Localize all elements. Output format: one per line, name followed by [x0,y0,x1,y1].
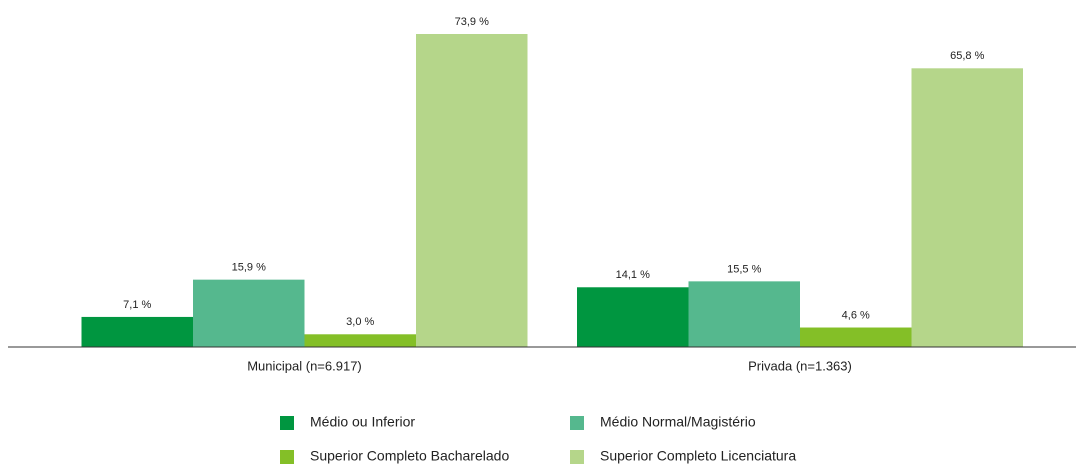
x-tick-label: Municipal (n=6.917) [247,358,362,373]
legend-label: Médio ou Inferior [310,414,415,430]
legend-label: Superior Completo Bacharelado [310,448,509,464]
bar [304,334,416,347]
bar [800,327,912,347]
bar [81,316,193,347]
value-label: 4,6 % [842,309,870,321]
value-label: 73,9 % [455,16,489,28]
bar [688,281,800,347]
bar [193,279,305,347]
legend-swatch [280,450,294,464]
x-tick-label: Privada (n=1.363) [748,358,852,373]
value-label: 15,5 % [727,263,761,275]
value-label: 14,1 % [616,269,650,281]
value-label: 15,9 % [232,262,266,274]
legend-swatch [280,416,294,430]
legend-swatch [570,450,584,464]
legend-swatch [570,416,584,430]
bar [577,287,689,347]
legend-label: Superior Completo Licenciatura [600,448,796,464]
legend-label: Médio Normal/Magistério [600,414,756,430]
value-label: 65,8 % [950,50,984,62]
value-label: 3,0 % [346,316,374,328]
bar [911,68,1023,347]
value-label: 7,1 % [123,299,151,311]
bar [416,34,528,347]
